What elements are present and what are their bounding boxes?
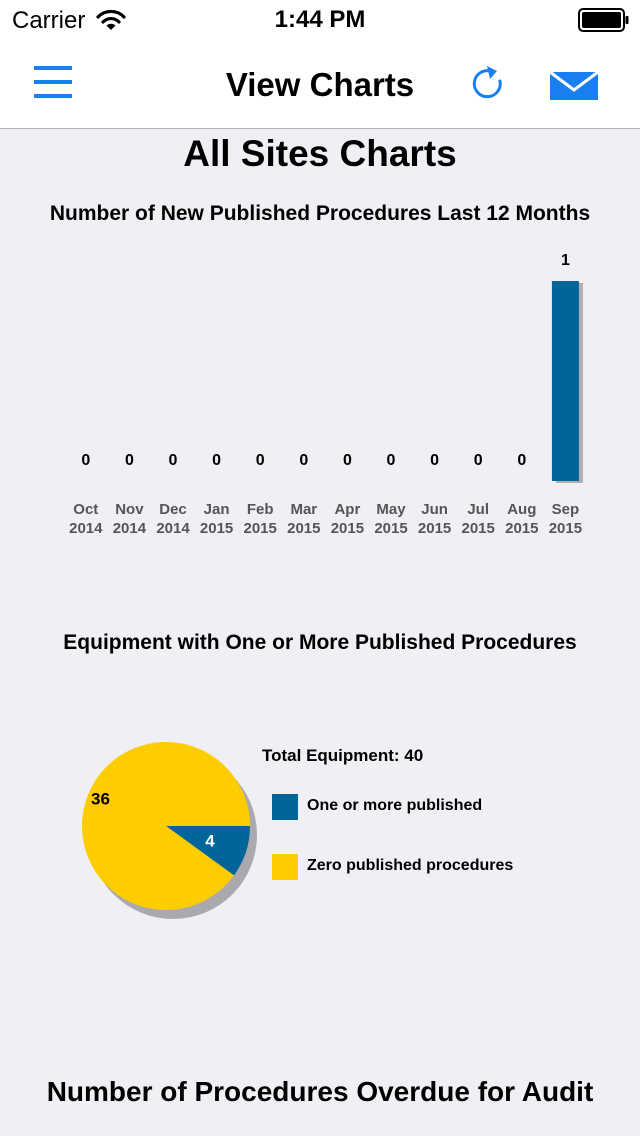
x-tick-month: Jan <box>204 501 230 518</box>
bar-chart: 0 Oct 2014 0 Nov 2014 0 Dec 2014 0 Jan 2015 0 Feb 2015… <box>69 252 583 537</box>
legend-item-zero: Zero published procedures <box>272 854 592 882</box>
x-tick-month: Jul <box>467 501 489 518</box>
x-tick-month: Mar <box>290 501 317 518</box>
x-tick-year: 2015 <box>200 520 233 537</box>
pie-legend: Total Equipment: 40 One or more publishe… <box>262 746 602 880</box>
wifi-icon <box>96 9 126 30</box>
bar-value-label: 0 <box>387 452 396 469</box>
bar-sep-2015 <box>551 281 579 481</box>
x-tick-month: Sep <box>552 501 580 518</box>
bar-value-label: 1 <box>561 252 570 269</box>
overdue-chart-title: Number of Procedures Overdue for Audit <box>46 1076 594 1107</box>
x-tick-month: Oct <box>73 501 98 518</box>
bar-value-label: 0 <box>81 452 90 469</box>
legend-label-zero: Zero published procedures <box>307 857 514 874</box>
page-title: All Sites Charts <box>183 133 457 174</box>
refresh-button[interactable] <box>466 62 508 104</box>
x-tick-month: Dec <box>159 501 187 518</box>
x-tick-year: 2015 <box>287 520 320 537</box>
pie-chart-title: Equipment with One or More Published Pro… <box>63 631 577 654</box>
x-tick-month: Jun <box>421 501 448 518</box>
x-tick-year: 2014 <box>69 520 103 537</box>
legend-label-one-or-more: One or more published <box>307 797 483 814</box>
x-tick-year: 2015 <box>418 520 451 537</box>
battery-icon <box>578 8 629 32</box>
bar-value-label: 0 <box>343 452 352 469</box>
pie-chart: 4 36 <box>82 742 257 919</box>
bar-value-label: 0 <box>212 452 221 469</box>
pie-slice-label: 36 <box>91 790 110 809</box>
x-tick-month: May <box>376 501 406 518</box>
x-tick-year: 2015 <box>549 520 582 537</box>
x-tick-month: Feb <box>247 501 274 518</box>
x-tick-year: 2014 <box>113 520 147 537</box>
status-time: 1:44 PM <box>274 6 366 33</box>
content: All Sites Charts Number of New Published… <box>0 129 640 1136</box>
bar-value-label: 0 <box>256 452 265 469</box>
x-tick-year: 2014 <box>156 520 190 537</box>
x-tick-year: 2015 <box>462 520 495 537</box>
legend-item-one-or-more: One or more published <box>272 794 592 822</box>
bar-chart-title: Number of New Published Procedures Last … <box>49 202 591 225</box>
pie-slice-one-or-more <box>166 826 250 876</box>
x-tick-month: Nov <box>115 501 144 518</box>
pie-slice-zero <box>82 742 250 910</box>
legend-swatch-zero <box>272 854 298 880</box>
x-tick-year: 2015 <box>374 520 407 537</box>
menu-button[interactable] <box>30 64 74 104</box>
bar-value-label: 0 <box>517 452 526 469</box>
legend-total: Total Equipment: 40 <box>262 746 424 765</box>
x-tick-month: Aug <box>507 501 536 518</box>
x-tick-month: Apr <box>334 501 360 518</box>
nav-title: View Charts <box>225 66 415 103</box>
bar-value-label: 0 <box>169 452 178 469</box>
bar-value-label: 0 <box>430 452 439 469</box>
x-tick-year: 2015 <box>331 520 364 537</box>
carrier-label: Carrier <box>12 7 86 34</box>
bar-value-label: 0 <box>125 452 134 469</box>
x-tick-year: 2015 <box>244 520 277 537</box>
mail-button[interactable] <box>548 66 600 104</box>
pie-slice-label: 4 <box>205 831 215 850</box>
status-bar: Carrier 1:44 PM <box>0 0 640 40</box>
bar-value-label: 0 <box>474 452 483 469</box>
navigation-bar: View Charts <box>0 40 640 129</box>
bar-value-label: 0 <box>299 452 308 469</box>
legend-swatch-one-or-more <box>272 794 298 820</box>
x-tick-year: 2015 <box>505 520 538 537</box>
